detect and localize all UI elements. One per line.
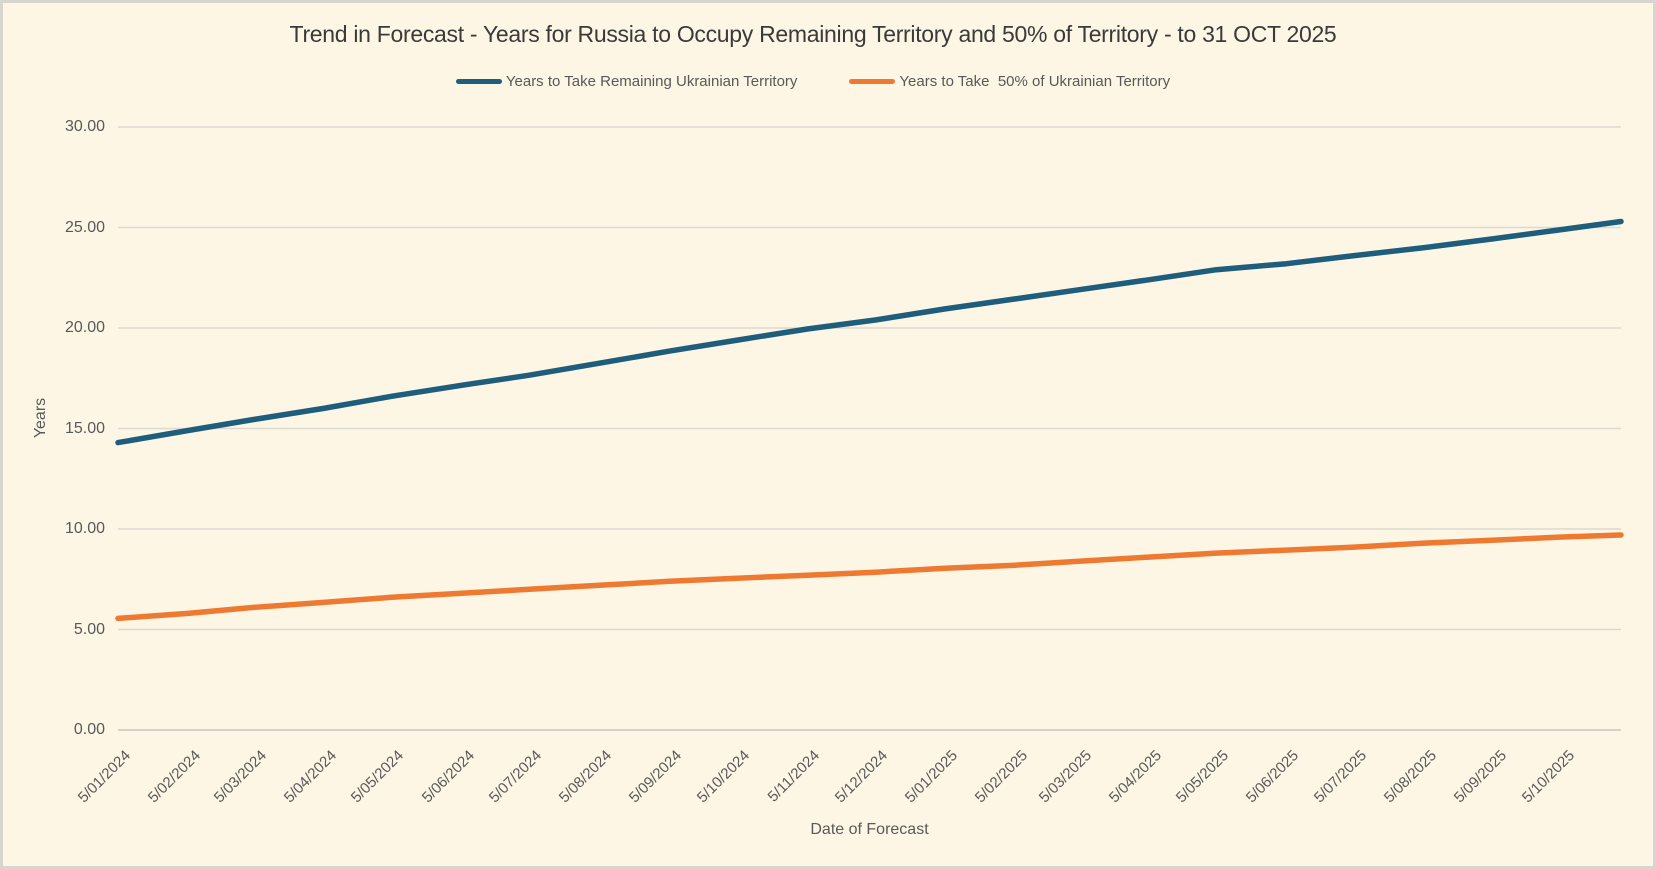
y-axis-title: Years	[32, 397, 49, 439]
y-tick-label: 0.00	[73, 721, 105, 738]
y-tick-label: 25.00	[64, 218, 105, 236]
legend-item-remaining-territory: Years to Take Remaining Ukrainian Territ…	[455, 73, 798, 90]
plot-area	[115, 126, 1624, 731]
y-tick-label: 15.00	[64, 419, 105, 437]
y-tick-label: 20.00	[64, 319, 105, 336]
y-tick-label: 30.00	[64, 118, 105, 135]
x-axis-title: Date of Forecast	[810, 821, 929, 838]
legend-swatch-50pct-territory	[849, 79, 896, 84]
legend-label-50pct-territory: Years to Take 50% of Ukrainian Territory	[899, 73, 1171, 90]
legend-swatch-remaining-territory	[455, 79, 502, 84]
chart-title: Trend in Forecast - Years for Russia to …	[289, 21, 1337, 47]
legend-item-50pct-territory: Years to Take 50% of Ukrainian Territory	[849, 73, 1170, 90]
legend-label-remaining-territory: Years to Take Remaining Ukrainian Territ…	[505, 73, 798, 90]
y-tick-label: 10.00	[64, 520, 105, 537]
y-tick-label: 5.00	[73, 620, 105, 638]
legend: Years to Take Remaining Ukrainian Territ…	[3, 73, 1623, 90]
